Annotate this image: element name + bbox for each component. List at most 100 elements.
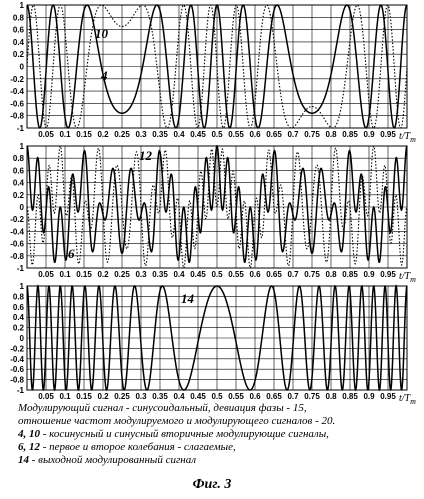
y-tick-label: 0.4	[13, 313, 25, 322]
x-tick-label: 0.1	[59, 392, 71, 401]
x-tick-label: 0.25	[114, 392, 130, 401]
y-tick-label: 0.4	[13, 179, 25, 188]
x-axis-label: t/Tm	[399, 131, 416, 144]
x-axis-label-subscript: m	[410, 135, 416, 144]
series-label-12: 12	[139, 148, 153, 163]
x-tick-label: 0.7	[287, 392, 299, 401]
x-tick-label: 0.65	[266, 130, 282, 139]
x-tick-label: 0.05	[38, 130, 54, 139]
x-tick-label: 0.15	[76, 130, 92, 139]
chart-panel-middle: 1 0.8 0.6 0.4 0.2 0 -0.2 -0.4 -0.6 -0.8 -1 0.05 0.1 0…	[10, 142, 416, 284]
x-tick-label: 0.45	[190, 270, 206, 279]
caption-line-4-numbers: 6, 12	[18, 441, 40, 453]
y-tick-label: -0.8	[10, 252, 24, 261]
chart-panel-bottom: 10.80.60.40.20-0.2-0.4-0.6-0.8-10.050.10…	[10, 282, 416, 406]
x-tick-label: 0.55	[228, 392, 244, 401]
x-tick-label: 0.8	[325, 392, 337, 401]
caption-line-5: 14 - выходной модулированный сигнал	[18, 454, 418, 467]
series-label-14: 14	[181, 291, 195, 306]
x-tick-label: 0.35	[152, 130, 168, 139]
y-tick-label: 0	[20, 334, 25, 343]
x-tick-label: 0.6	[249, 270, 261, 279]
y-tick-label: -0.4	[10, 227, 24, 236]
y-tick-label: 0.6	[13, 166, 25, 175]
x-tick-label: 0.85	[342, 392, 358, 401]
y-tick-label: -0.4	[10, 355, 24, 364]
y-tick-label: 1	[20, 142, 25, 151]
x-tick-label: 0.45	[190, 392, 206, 401]
x-tick-label: 0.8	[325, 270, 337, 279]
x-tick-label: 0.4	[173, 392, 185, 401]
x-tick-label: 0.65	[266, 392, 282, 401]
y-tick-label: 0.2	[13, 191, 25, 200]
y-tick-label: -1	[17, 264, 25, 273]
chart-panel-top: 10.80.60.40.20-0.2-0.4-0.6-0.8-10.050.10…	[10, 1, 416, 144]
y-tick-label: -0.2	[10, 215, 24, 224]
caption-line-4: 6, 12 - первое и второе колебания - слаг…	[18, 441, 418, 454]
x-tick-label: 0.4	[173, 130, 185, 139]
x-tick-label: 0.2	[97, 270, 109, 279]
y-tick-label: -0.2	[10, 75, 24, 84]
x-tick-label: 0.6	[249, 392, 261, 401]
caption-line-1: Модулирующий сигнал - синусоидальный, де…	[18, 402, 418, 415]
figure-caption: Модулирующий сигнал - синусоидальный, де…	[18, 402, 418, 467]
y-tick-label: 0.8	[13, 13, 25, 22]
y-tick-label: -0.6	[10, 240, 24, 249]
x-tick-label: 0.75	[304, 392, 320, 401]
x-tick-label: 0.45	[190, 130, 206, 139]
y-tick-label: -0.4	[10, 87, 24, 96]
y-tick-label: -1	[17, 124, 25, 133]
x-tick-label: 0.2	[97, 130, 109, 139]
x-tick-label: 0.75	[304, 130, 320, 139]
x-tick-label: 0.05	[38, 392, 54, 401]
x-tick-label: 0.95	[380, 270, 396, 279]
caption-line-3-numbers: 4, 10	[18, 428, 40, 440]
y-tick-label: 0	[20, 63, 25, 72]
series-label-10: 10	[95, 26, 109, 41]
x-tick-label: 0.25	[114, 270, 130, 279]
x-tick-label: 0.7	[287, 270, 299, 279]
x-tick-label: 0.1	[59, 130, 71, 139]
x-tick-label: 0.1	[59, 270, 71, 279]
x-tick-label: 0.95	[380, 130, 396, 139]
x-tick-label: 0.3	[135, 392, 147, 401]
y-tick-label: 0	[20, 203, 25, 212]
x-tick-label: 0.3	[135, 270, 147, 279]
y-tick-label: 0.8	[13, 154, 25, 163]
y-tick-label: -0.6	[10, 99, 24, 108]
y-tick-label: 0.6	[13, 26, 25, 35]
x-tick-label: 0.15	[76, 392, 92, 401]
x-tick-label: 0.2	[97, 392, 109, 401]
y-tick-label: -1	[17, 386, 25, 395]
x-tick-label: 0.35	[152, 392, 168, 401]
y-tick-label: -0.8	[10, 376, 24, 385]
x-tick-label: 0.9	[363, 130, 375, 139]
y-tick-label: 1	[20, 1, 25, 10]
y-tick-label: 0.4	[13, 38, 25, 47]
x-tick-label: 0.75	[304, 270, 320, 279]
y-tick-label: 0.8	[13, 292, 25, 301]
caption-line-5-text: - выходной модулированный сигнал	[29, 454, 196, 466]
x-tick-label: 0.5	[211, 392, 223, 401]
x-tick-label: 0.5	[211, 130, 223, 139]
y-tick-label: -0.6	[10, 365, 24, 374]
caption-line-3: 4, 10 - косинусный и синусный вторичные …	[18, 428, 418, 441]
x-tick-label: 0.25	[114, 130, 130, 139]
x-tick-label: 0.7	[287, 130, 299, 139]
x-tick-label: 0.9	[363, 392, 375, 401]
x-tick-label: 0.65	[266, 270, 282, 279]
x-tick-label: 0.3	[135, 130, 147, 139]
y-tick-label: 0.6	[13, 303, 25, 312]
x-tick-label: 0.8	[325, 130, 337, 139]
x-tick-label: 0.95	[380, 392, 396, 401]
x-tick-label: 0.4	[173, 270, 185, 279]
series-label-6: 6	[68, 246, 75, 261]
x-axis-label-subscript: m	[410, 275, 416, 284]
x-tick-label: 0.05	[38, 270, 54, 279]
y-tick-label: 0.2	[13, 324, 25, 333]
x-tick-label: 0.5	[211, 270, 223, 279]
caption-line-5-numbers: 14	[18, 454, 29, 466]
x-tick-label: 0.55	[228, 270, 244, 279]
x-tick-label: 0.85	[342, 270, 358, 279]
caption-line-4-text: - первое и второе колебания - слагаемые,	[40, 441, 236, 453]
